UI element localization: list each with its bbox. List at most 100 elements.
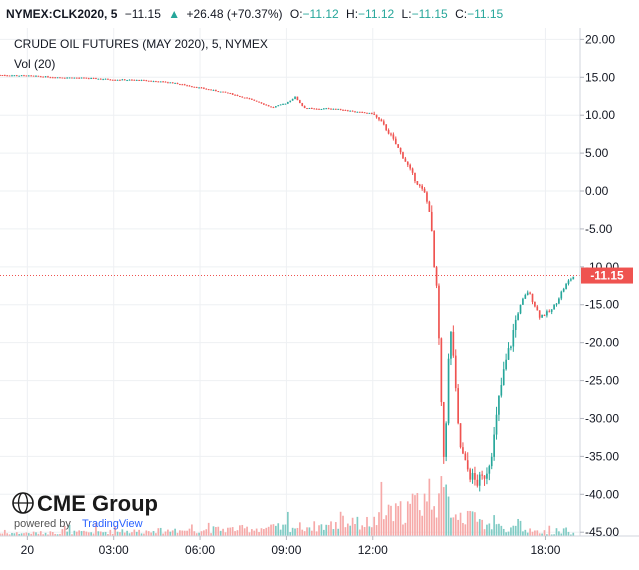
candle-body: [107, 78, 109, 80]
volume-bar: [356, 516, 359, 536]
tradingview-link[interactable]: TradingView: [82, 518, 143, 530]
symbol-label[interactable]: NYMEX:CLK2020, 5: [6, 7, 118, 21]
candle-body: [30, 75, 33, 77]
candle-body: [133, 79, 136, 81]
volume-bar: [75, 531, 78, 536]
candle-body: [351, 110, 354, 112]
volume-bar: [186, 530, 188, 536]
x-tick-label: 20: [21, 543, 35, 557]
candle-body: [217, 91, 220, 93]
volume-bar: [435, 517, 438, 536]
candle-body: [373, 113, 376, 115]
candle-body: [251, 98, 253, 100]
candle-body: [291, 98, 294, 101]
volume-bar: [1, 533, 4, 536]
volume-bar: [32, 531, 35, 536]
volume-bar: [200, 531, 203, 536]
candle-body: [277, 105, 280, 107]
volume-bar: [123, 532, 126, 536]
candle-body: [526, 292, 529, 296]
volume-bar: [423, 493, 426, 536]
volume-bar: [8, 534, 11, 536]
candle-body: [59, 77, 61, 79]
volume-bar: [284, 524, 287, 536]
candle-body: [464, 453, 467, 461]
volume-bar: [550, 534, 553, 536]
volume-bar: [572, 532, 575, 536]
candle-body: [198, 87, 200, 89]
volume-bar: [390, 505, 392, 536]
candle-body: [322, 108, 325, 110]
candle-body: [0, 75, 1, 77]
candle-body: [385, 124, 388, 131]
volume-bar: [11, 532, 13, 536]
candle-body: [104, 78, 107, 80]
candle-body: [71, 77, 73, 79]
candle-body: [459, 423, 462, 448]
candle-body: [6, 75, 9, 77]
volume-bar: [368, 526, 371, 536]
volume-bar: [418, 510, 421, 536]
volume-bar: [135, 531, 138, 536]
x-tick-label: 12:00: [358, 543, 388, 557]
price-change: +26.48 (+70.37%): [186, 7, 283, 21]
candle-body: [92, 78, 95, 80]
candle-body: [111, 79, 114, 81]
candle-body: [61, 77, 64, 79]
candle-body: [138, 79, 140, 81]
volume-bar: [430, 509, 433, 536]
candle-body: [454, 355, 457, 389]
volume-bar: [119, 532, 121, 536]
volume-bar: [296, 527, 299, 536]
y-tick-label: -15.00: [585, 298, 619, 312]
candle-body: [200, 87, 203, 89]
y-tick-label: -20.00: [585, 336, 619, 350]
volume-bar: [174, 528, 176, 536]
candle-body: [363, 112, 366, 114]
candle-body: [546, 311, 548, 316]
candle-body: [219, 91, 222, 93]
candle-body: [318, 108, 320, 110]
time-axis[interactable]: 20 03:00 06:00 09:00 12:00 18:00: [21, 536, 561, 557]
candle-body: [25, 75, 28, 77]
volume-bar: [450, 517, 452, 536]
candle-body: [471, 473, 474, 480]
y-tick-label: -40.00: [585, 487, 619, 501]
volume-bar: [404, 522, 407, 536]
candle-body: [114, 79, 116, 81]
volume-bar: [56, 534, 59, 536]
candle-body: [440, 338, 443, 403]
y-tick-label: -25.00: [585, 374, 619, 388]
y-tick-label: 10.00: [585, 108, 615, 122]
candle-body: [236, 94, 239, 97]
volume-bar: [248, 532, 251, 536]
cme-logo: CME Group powered by TradingView: [12, 491, 158, 530]
volume-bar: [440, 476, 443, 536]
volume-bar: [20, 533, 23, 536]
candle-body: [375, 114, 378, 118]
candle-body: [541, 314, 543, 318]
candle-body: [430, 211, 433, 231]
price-chart[interactable]: 20.0015.0010.005.000.00-5.00-10.00-15.00…: [0, 28, 639, 570]
candle-body: [37, 75, 40, 77]
candle-body: [243, 97, 246, 99]
y-tick-label: -35.00: [585, 449, 619, 463]
candle-body: [121, 79, 124, 81]
candle-body: [11, 75, 13, 77]
candle-body: [562, 288, 565, 292]
volume-bar: [320, 524, 323, 536]
candle-body: [224, 91, 227, 93]
volume-bar: [23, 533, 25, 536]
volume-bar: [145, 530, 148, 536]
volume-bar: [13, 533, 16, 536]
volume-bar: [27, 533, 30, 536]
candle-body: [164, 81, 167, 83]
volume-bar: [282, 524, 284, 536]
candle-body: [159, 81, 162, 83]
low-value: −11.15: [411, 7, 448, 21]
candle-body: [402, 152, 404, 159]
candle-body: [572, 276, 575, 280]
candle-body: [334, 108, 337, 110]
candle-body: [3, 75, 6, 77]
candle-body: [409, 164, 412, 169]
